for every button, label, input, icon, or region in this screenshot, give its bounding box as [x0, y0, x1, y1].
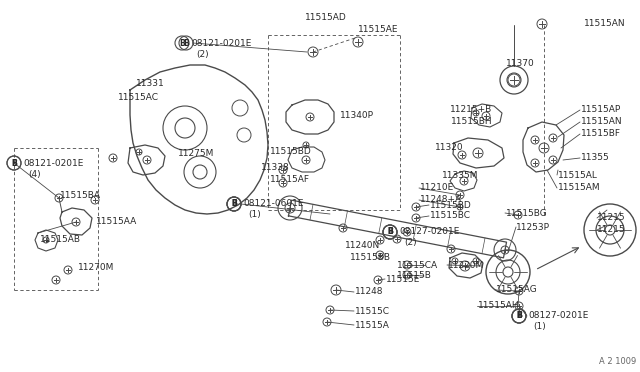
Text: 11248: 11248: [355, 288, 383, 296]
Text: 08121-0201E: 08121-0201E: [23, 158, 83, 167]
Text: B: B: [387, 228, 393, 237]
Text: B: B: [179, 38, 185, 48]
Text: B: B: [183, 38, 189, 48]
Text: 11370: 11370: [506, 58, 535, 67]
Text: 11515AP: 11515AP: [581, 106, 621, 115]
Text: 11515AE: 11515AE: [358, 26, 399, 35]
Text: 11515BD: 11515BD: [430, 201, 472, 209]
Text: 11515AC: 11515AC: [118, 93, 159, 103]
Text: 11331: 11331: [136, 78, 164, 87]
Text: 11515BC: 11515BC: [430, 212, 471, 221]
Text: B: B: [516, 311, 522, 321]
Text: B: B: [11, 158, 17, 167]
Text: 11515AH: 11515AH: [478, 301, 520, 311]
Text: 11270M: 11270M: [78, 263, 115, 273]
Text: 11275M: 11275M: [178, 148, 214, 157]
Text: B: B: [231, 199, 237, 208]
Text: (2): (2): [404, 238, 417, 247]
Text: 11355: 11355: [581, 154, 610, 163]
Text: 11338: 11338: [261, 164, 290, 173]
Text: 08121-0201E: 08121-0201E: [191, 38, 252, 48]
Text: (1): (1): [248, 211, 260, 219]
Text: 11215: 11215: [597, 214, 626, 222]
Text: 11515AB: 11515AB: [40, 235, 81, 244]
Text: 11215+B: 11215+B: [450, 106, 492, 115]
Text: 11515BF: 11515BF: [581, 129, 621, 138]
Text: 11515AN: 11515AN: [581, 118, 623, 126]
Text: 11515E: 11515E: [386, 275, 420, 283]
Text: B: B: [231, 199, 237, 208]
Text: B: B: [516, 311, 522, 321]
Text: 11515BA: 11515BA: [60, 190, 101, 199]
Text: 08127-0201E: 08127-0201E: [528, 311, 588, 321]
Text: 11335M: 11335M: [442, 170, 479, 180]
Text: B: B: [11, 158, 17, 167]
Text: 11515AL: 11515AL: [558, 170, 598, 180]
Text: 11515BH: 11515BH: [451, 118, 493, 126]
Text: 08127-0201E: 08127-0201E: [399, 228, 460, 237]
Text: 11240N: 11240N: [345, 241, 380, 250]
Text: 11515AG: 11515AG: [496, 285, 538, 295]
Text: 11220M: 11220M: [448, 260, 484, 269]
Text: B: B: [387, 228, 393, 237]
Text: 11515B: 11515B: [397, 272, 432, 280]
Text: 11215: 11215: [597, 225, 626, 234]
Text: B: B: [516, 311, 522, 321]
Text: 11515BG: 11515BG: [506, 208, 548, 218]
Text: 11515C: 11515C: [355, 307, 390, 315]
Text: 11340P: 11340P: [340, 112, 374, 121]
Text: 11515AN: 11515AN: [584, 19, 626, 28]
Text: 11515A: 11515A: [355, 321, 390, 330]
Text: (1): (1): [533, 323, 546, 331]
Text: (4): (4): [28, 170, 40, 179]
Text: B: B: [231, 199, 237, 208]
Text: 11253P: 11253P: [516, 222, 550, 231]
Text: 11515BB: 11515BB: [350, 253, 391, 263]
Text: A 2 1009: A 2 1009: [599, 357, 636, 366]
Text: 11515CA: 11515CA: [397, 260, 438, 269]
Text: B: B: [387, 228, 393, 237]
Text: 11248+A: 11248+A: [420, 196, 462, 205]
Text: 11515AD: 11515AD: [305, 13, 347, 22]
Text: 11515AA: 11515AA: [96, 217, 137, 225]
Text: (2): (2): [196, 49, 209, 58]
Text: 11515AM: 11515AM: [558, 183, 600, 192]
Text: 08121-0601E: 08121-0601E: [243, 199, 303, 208]
Text: 11320: 11320: [435, 144, 463, 153]
Text: 11515AF: 11515AF: [270, 176, 310, 185]
Text: 11515BD: 11515BD: [270, 148, 312, 157]
Text: 11210E: 11210E: [420, 183, 454, 192]
